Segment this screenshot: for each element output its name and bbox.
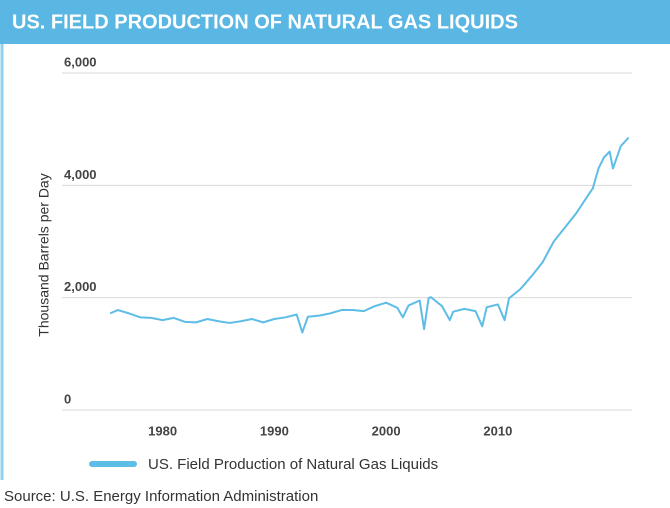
y-axis-label: Thousand Barrels per Day: [36, 173, 52, 336]
title-bar: [0, 0, 670, 44]
x-tick-label: 1990: [260, 423, 289, 438]
y-tick-label: 4,000: [64, 167, 97, 182]
x-tick-label: 2010: [483, 423, 512, 438]
data-line: [109, 136, 630, 334]
y-tick-label: 6,000: [64, 54, 97, 69]
x-tick-label: 1980: [148, 423, 177, 438]
y-tick-label: 2,000: [64, 279, 97, 294]
chart-title: US. FIELD PRODUCTION OF NATURAL GAS LIQU…: [12, 11, 518, 33]
y-tick-label: 0: [64, 391, 71, 406]
x-tick-label: 2000: [372, 423, 401, 438]
source: Source: U.S. Energy Information Administ…: [4, 488, 318, 505]
legend-label: US. Field Production of Natural Gas Liqu…: [148, 456, 438, 473]
